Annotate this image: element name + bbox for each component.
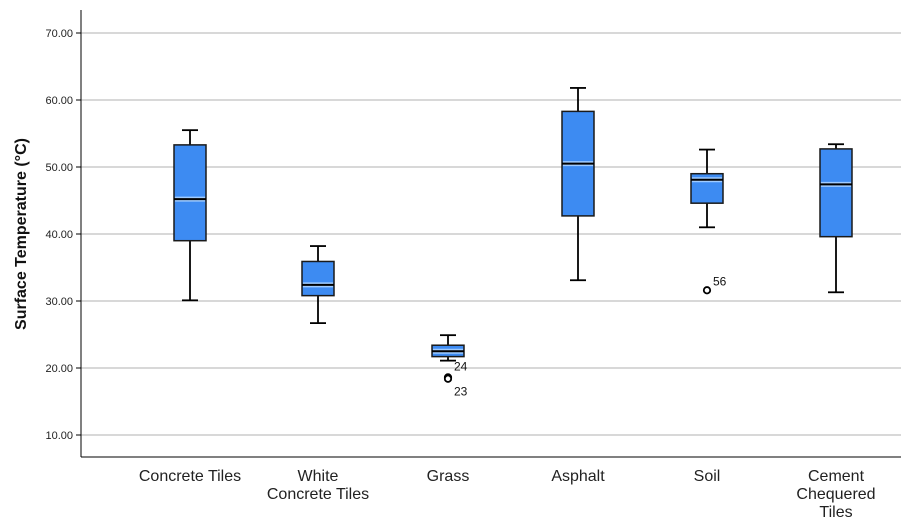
gridlines (81, 32, 901, 436)
outlier-label: 56 (713, 274, 727, 288)
box-group: 24 23 (431, 334, 468, 399)
outlier-label: 24 (454, 359, 468, 373)
box-group (561, 87, 595, 282)
y-tick-labels: 10.00 20.00 30.00 40.00 50.00 60.00 70.00 (45, 28, 81, 442)
y-tick-label: 70.00 (45, 28, 73, 40)
x-category-label: White Concrete Tiles (267, 468, 369, 503)
y-tick-label: 20.00 (45, 363, 73, 375)
x-category-label: Soil (694, 468, 721, 485)
outlier-point (443, 374, 453, 383)
y-tick-label: 60.00 (45, 95, 73, 107)
x-category-label: Cement Chequered Tiles (796, 468, 875, 518)
iqr-box (173, 144, 207, 242)
y-tick-label: 30.00 (45, 296, 73, 308)
box-group (301, 245, 335, 325)
box-group: 56 (690, 148, 727, 295)
y-tick-label: 50.00 (45, 162, 73, 174)
outlier-point (702, 286, 712, 295)
box-group (173, 129, 207, 302)
y-tick-label: 10.00 (45, 430, 73, 442)
x-category-label: Grass (427, 468, 470, 485)
iqr-box (819, 148, 853, 238)
category-labels: Concrete Tiles White Concrete Tiles Grass As… (139, 468, 876, 518)
boxes: 24 23 56 (173, 87, 853, 399)
x-category-label: Asphalt (551, 468, 605, 485)
y-tick-label: 40.00 (45, 229, 73, 241)
iqr-box (301, 260, 335, 297)
outlier-label: 23 (454, 385, 468, 399)
box-group (819, 143, 853, 294)
y-axis-title: Surface Temperature (°C) (13, 138, 30, 330)
x-category-label: Concrete Tiles (139, 468, 241, 485)
